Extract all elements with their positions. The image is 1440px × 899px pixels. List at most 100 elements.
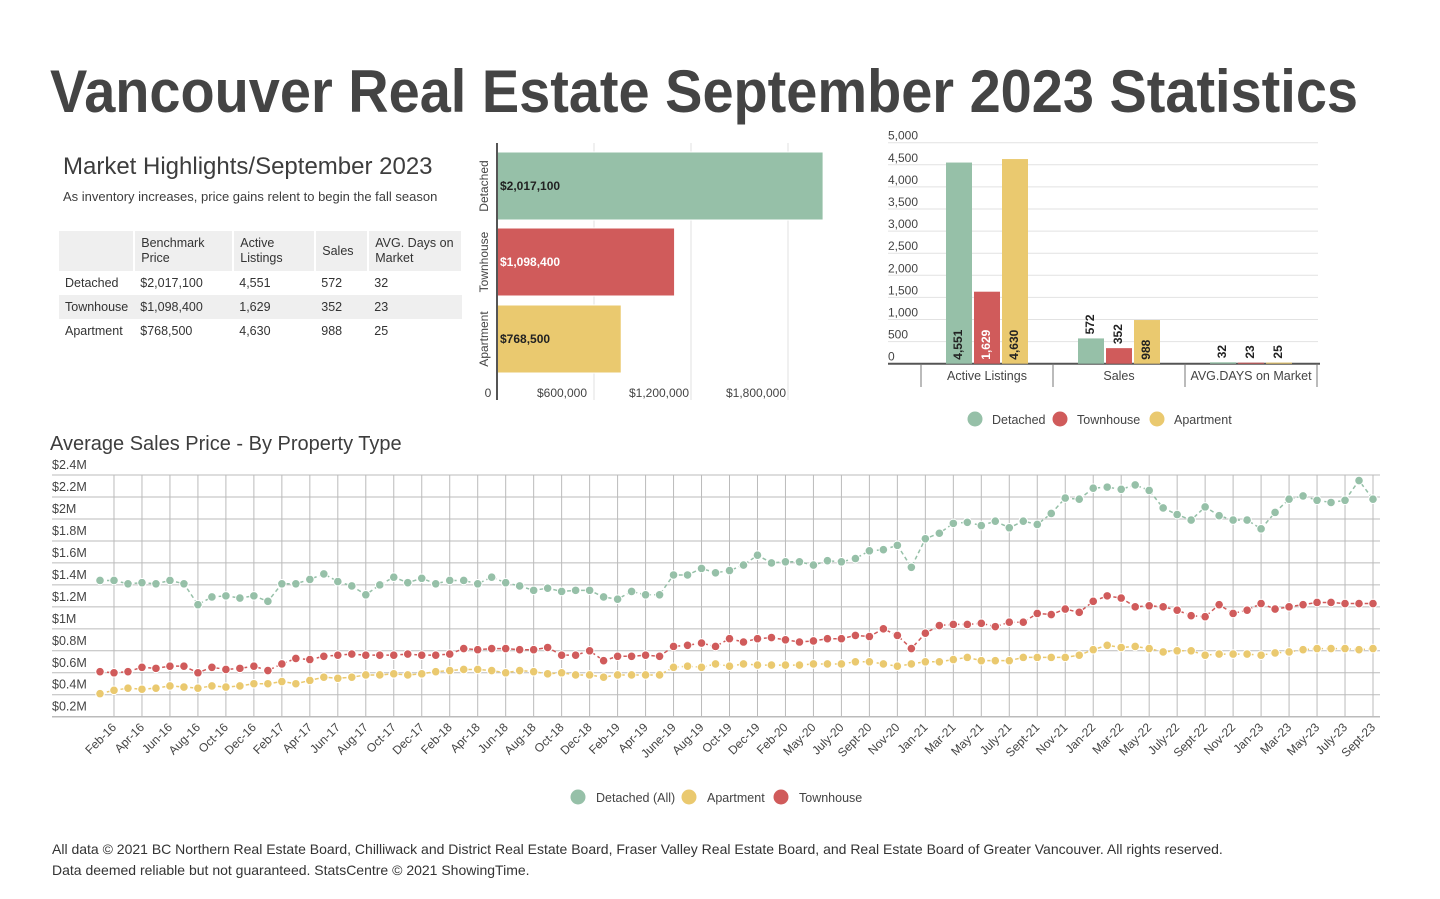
data-point [1186,515,1196,525]
data-label: 23 [1243,345,1257,359]
x-tick-label: Feb-18 [418,720,455,757]
data-point [1368,643,1378,654]
data-point [179,682,189,692]
data-point [416,573,427,584]
y-tick-label: 5,000 [888,129,918,143]
data-point [668,570,679,580]
data-point [1340,643,1350,654]
bar-detached [946,162,972,364]
data-point [458,575,469,586]
data-point [347,581,357,591]
data-point [1270,648,1280,658]
data-point [151,683,161,693]
category-label: Sales [1103,369,1134,383]
data-point [598,592,609,602]
data-point [1172,645,1182,656]
data-point [95,688,105,699]
data-point [738,637,749,647]
data-point [277,578,287,589]
data-point [780,635,791,645]
x-tick-label: Aug-18 [502,720,539,757]
table-row: Townhouse $1,098,400 1,629 352 23 [59,295,463,319]
legend-marker [681,789,697,805]
table-cell: 4,551 [239,276,271,290]
data-point [402,670,413,680]
data-point [598,672,609,682]
x-tick-label: Aug-17 [334,720,371,757]
data-point [1270,604,1280,614]
data-label: 1,629 [979,329,993,359]
data-point [710,567,721,578]
data-point [1312,597,1322,608]
data-point [1298,644,1308,655]
data-point [123,578,133,589]
data-point [305,654,315,665]
data-point [444,649,455,659]
legend-marker [967,411,983,427]
legend-label: Detached (All) [596,791,675,805]
data-point [1088,644,1099,655]
table-header: Benchmark Price [134,231,235,271]
data-point [864,656,875,667]
data-point [319,651,329,662]
data-point [249,661,259,671]
data-point [514,644,525,655]
y-tick-label: $2.4M [52,458,87,472]
data-point [752,660,763,670]
data-point [794,637,805,647]
legend-label: Detached [992,413,1046,427]
y-tick-label: 2,500 [888,239,918,253]
data-point [486,572,497,582]
data-point [710,641,721,652]
data-point [458,643,469,654]
data-point [906,659,917,669]
data-point [1186,610,1196,621]
table-header [59,231,136,271]
data-point [500,667,511,678]
series-line-townhouse [99,595,1373,674]
table-cell: 4,630 [239,324,271,338]
data-point [962,517,973,528]
y-tick-label: 3,500 [888,195,918,209]
bar-apartment [1134,320,1160,364]
y-tick-label: 4,500 [888,151,918,165]
data-point [1074,494,1085,504]
data-label: $1,098,400 [500,255,560,269]
category-label: Townhouse [477,231,491,292]
highlights-subtitle: As inventory increases, price gains rele… [63,189,438,204]
data-point [1158,602,1168,612]
series-line-detached-all- [100,479,1374,606]
y-tick-label: 500 [888,328,908,342]
legend-marker [1149,411,1165,427]
x-tick-label: Feb-19 [586,720,623,757]
data-point [864,546,875,556]
data-point [207,662,217,673]
data-point [934,620,945,631]
data-point [1032,519,1043,530]
data-point [221,682,231,692]
data-point [976,618,987,629]
data-point [752,550,763,561]
y-tick-label: $1.4M [52,568,87,582]
data-point [626,670,637,680]
y-tick-label: 2,000 [888,261,918,275]
x-tick-label: $1,800,000 [726,386,786,400]
data-point [109,575,119,586]
data-point [612,670,623,680]
data-point [1172,605,1182,615]
data-point [430,578,441,589]
data-point [277,659,287,669]
bar-apartment [1266,362,1292,364]
data-point [612,651,623,662]
data-point [1102,482,1113,492]
data-point [109,667,119,678]
data-point [500,643,511,654]
data-point [388,572,399,582]
data-point [1116,593,1126,603]
bar-townhouse [1106,348,1132,364]
data-point [1214,649,1224,659]
table-header: Active Listings [233,231,317,271]
data-point [696,563,707,574]
x-tick-label: Feb-17 [250,720,287,757]
data-point [1004,655,1015,666]
